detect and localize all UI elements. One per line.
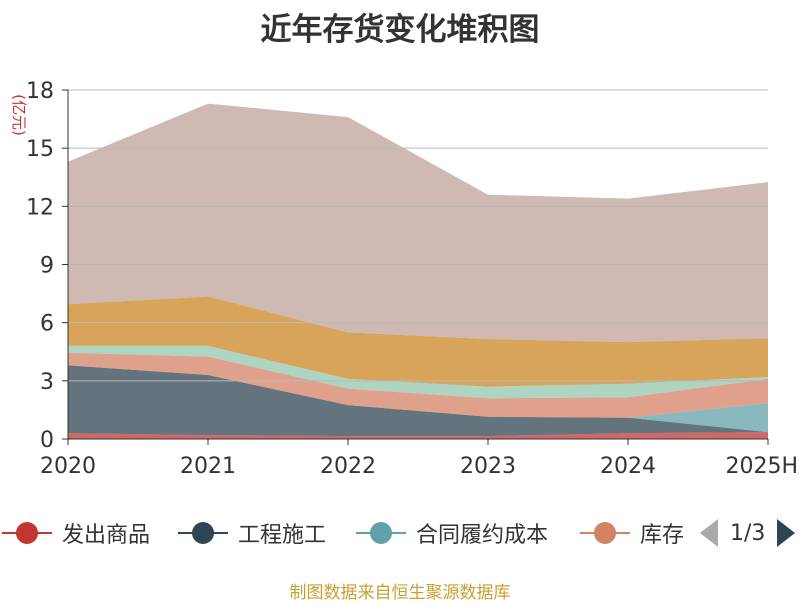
legend-item-kucun[interactable]: 库存 (580, 515, 684, 551)
y-tick-label-0: 0 (40, 428, 54, 453)
area-series-3 (68, 352, 768, 418)
legend-dot (16, 522, 38, 544)
legend-dot (370, 522, 392, 544)
y-tick-label-3: 9 (40, 254, 54, 279)
legend-dot (594, 522, 616, 544)
next-page-icon[interactable] (777, 519, 796, 547)
area-series-layer (68, 103, 768, 439)
legend-pager: 1/3 (700, 515, 796, 551)
legend-dot (192, 522, 214, 544)
grid-lines (68, 89, 768, 382)
chart-title: 近年存货变化堆积图 (260, 12, 540, 48)
area-series-5 (68, 296, 768, 387)
legend-label: 工程施工 (238, 523, 327, 548)
legend-page-indicator: 1/3 (730, 520, 766, 546)
x-tick-label-0: 2020 (40, 454, 96, 479)
x-tick-label-5: 2025H (725, 454, 798, 479)
area-series-1 (68, 365, 768, 437)
legend-label: 库存 (640, 523, 685, 548)
legend-item-gongcheng[interactable]: 工程施工 (178, 515, 326, 551)
x-tick-label-2: 2022 (320, 454, 376, 479)
x-tick-label-1: 2021 (180, 454, 236, 479)
axes: 0 3 6 9 12 15 18 2020 2021 2022 2023 2024 2025H (26, 79, 798, 479)
y-axis-unit-label: (亿元) (10, 94, 28, 136)
y-tick-label-6: 18 (26, 79, 54, 104)
legend-item-fachu[interactable]: 发出商品 (2, 515, 150, 551)
y-tick-label-4: 12 (26, 195, 54, 220)
area-series-0 (68, 432, 768, 439)
y-tick-label-2: 6 (40, 312, 54, 337)
area-series-6 (68, 103, 768, 343)
prev-page-icon[interactable] (700, 519, 718, 547)
legend-label: 合同履约成本 (416, 523, 549, 548)
data-source-note: 制图数据来自恒生聚源数据库 (289, 583, 511, 603)
x-tick-label-4: 2024 (600, 454, 656, 479)
legend-label: 发出商品 (62, 523, 151, 548)
legend-item-hetong[interactable]: 合同履约成本 (356, 515, 548, 551)
y-tick-label-1: 3 (40, 370, 54, 395)
x-tick-label-3: 2023 (460, 454, 516, 479)
y-tick-label-5: 15 (26, 137, 54, 162)
area-series-4 (68, 345, 768, 399)
legend: 发出商品 工程施工 合同履约成本 库存 1/3 (0, 515, 800, 555)
